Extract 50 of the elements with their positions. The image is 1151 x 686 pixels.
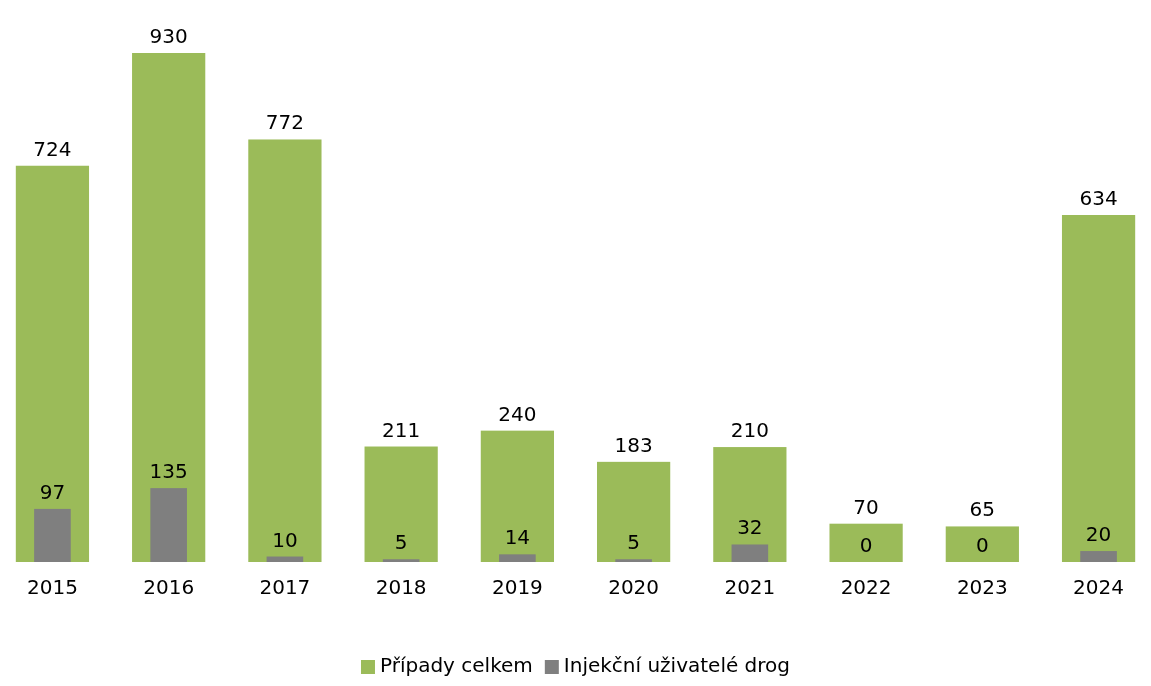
data-label: 0	[975, 533, 989, 557]
data-label: 0	[859, 533, 873, 557]
data-label: 210	[730, 418, 769, 443]
data-label: 183	[614, 432, 653, 457]
data-label: 97	[39, 479, 66, 504]
x-tick-label: 2017	[259, 575, 311, 600]
data-label: 5	[394, 530, 408, 555]
data-label: 32	[737, 515, 763, 540]
bar	[1061, 215, 1136, 562]
bar	[132, 53, 206, 562]
data-label: 70	[853, 494, 879, 519]
data-label: 724	[33, 136, 72, 161]
bar	[597, 461, 671, 562]
bar	[150, 488, 187, 562]
x-tick-label: 2016	[143, 575, 195, 600]
data-label: 5	[627, 530, 640, 555]
bar	[266, 556, 304, 562]
data-label: 240	[498, 401, 537, 426]
bar	[713, 447, 787, 562]
bar	[829, 523, 903, 562]
x-tick-label: 2019	[491, 575, 543, 600]
bar	[248, 139, 322, 562]
bar	[34, 508, 71, 562]
bar	[382, 559, 420, 562]
legend-label: Případy celkem	[379, 653, 533, 677]
x-tick-label: 2023	[956, 575, 1008, 600]
bar	[615, 559, 652, 562]
data-label: 772	[265, 110, 304, 135]
bar	[499, 554, 536, 562]
data-label: 14	[504, 525, 531, 550]
x-tick-label: 2024	[1073, 575, 1125, 600]
x-tick-label: 2022	[840, 575, 892, 600]
data-label: 135	[149, 459, 188, 484]
data-label: 930	[149, 24, 188, 48]
x-tick-label: 2018	[375, 575, 427, 600]
x-tick-label: 2020	[608, 575, 660, 600]
x-tick-label: 2021	[724, 575, 776, 600]
data-label: 211	[382, 417, 421, 442]
x-tick-label: 2015	[26, 575, 78, 600]
bar	[15, 165, 90, 562]
data-label: 10	[272, 527, 298, 552]
bar	[945, 526, 1019, 562]
bar	[1080, 551, 1117, 562]
data-label: 20	[1085, 522, 1112, 547]
data-label: 65	[969, 497, 996, 522]
bar	[480, 430, 554, 562]
bar	[364, 446, 438, 562]
data-label: 634	[1079, 186, 1118, 210]
legend-label: Injekční uživatelé drog	[563, 653, 791, 677]
bar	[731, 544, 769, 562]
